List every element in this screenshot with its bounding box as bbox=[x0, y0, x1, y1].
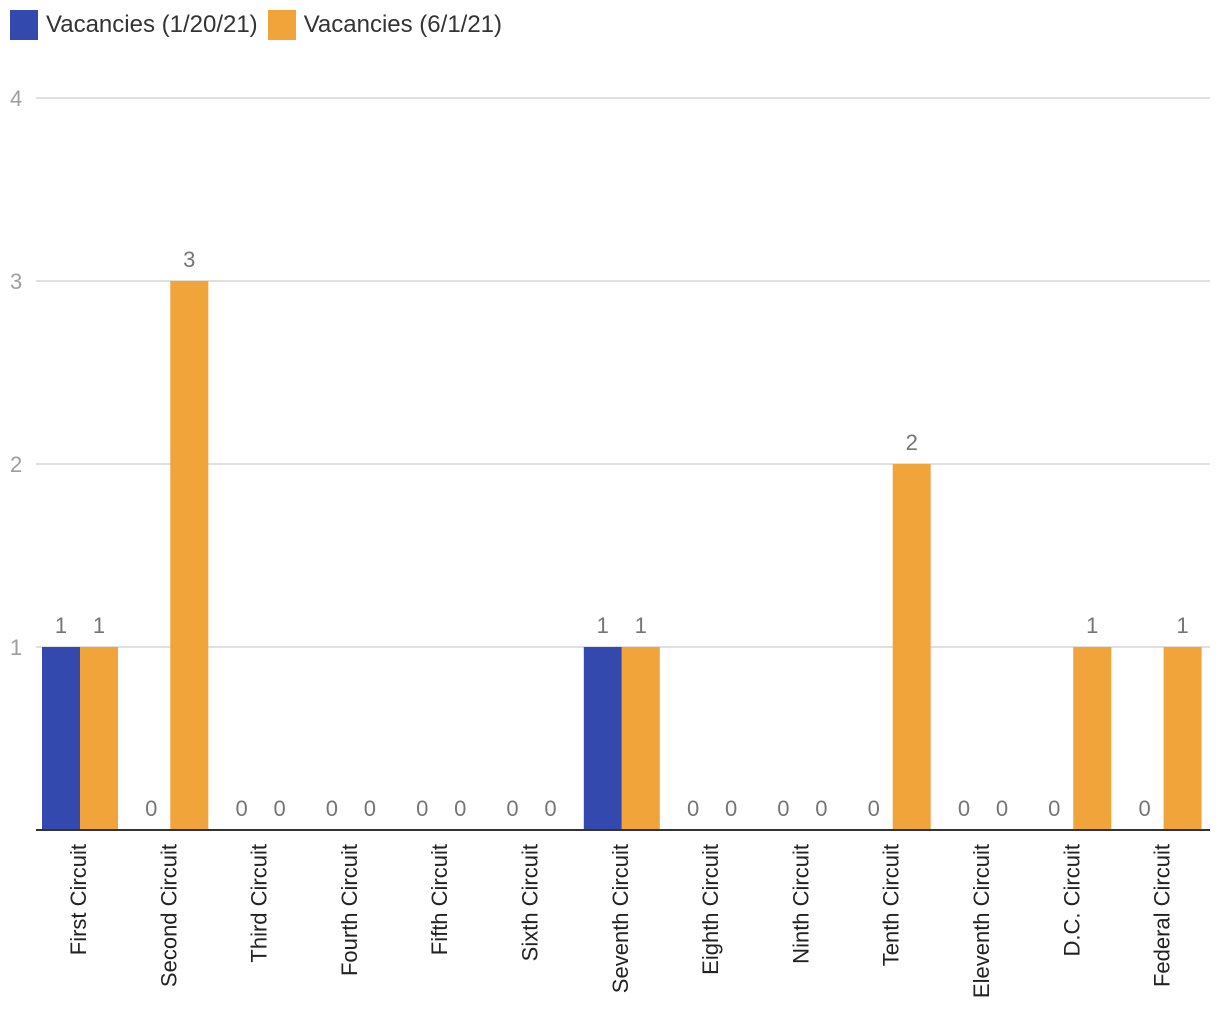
data-label: 0 bbox=[454, 796, 466, 821]
x-category-label: Seventh Circuit bbox=[608, 844, 633, 993]
data-label: 0 bbox=[815, 796, 827, 821]
legend-label-jun: Vacancies (6/1/21) bbox=[303, 11, 503, 38]
bar bbox=[892, 464, 931, 830]
data-label: 0 bbox=[1048, 796, 1060, 821]
data-label: 0 bbox=[725, 796, 737, 821]
data-labels: 1 1 0 3 0 0 0 0 0 0 0 0 1 1 0 0 0 0 0 2 0 0 0 1 0 1 bbox=[55, 247, 1189, 821]
data-label: 1 bbox=[597, 613, 609, 638]
x-axis-categories: First Circuit Second Circuit Third Circuit… bbox=[66, 844, 1175, 998]
data-label: 0 bbox=[868, 796, 880, 821]
data-label: 0 bbox=[544, 796, 556, 821]
bar bbox=[170, 281, 209, 830]
bar bbox=[621, 647, 660, 830]
y-tick-label: 2 bbox=[10, 452, 22, 477]
legend-item-jan[interactable]: Vacancies (1/20/21) bbox=[10, 10, 258, 40]
y-axis-ticks: 1 2 3 4 bbox=[10, 86, 22, 660]
gridlines bbox=[36, 97, 1210, 648]
data-label: 0 bbox=[506, 796, 518, 821]
bar bbox=[583, 647, 622, 830]
x-category-label: Sixth Circuit bbox=[518, 844, 543, 961]
bar bbox=[42, 647, 80, 830]
data-label: 1 bbox=[93, 613, 105, 638]
bar bbox=[1073, 647, 1112, 830]
legend-label-jan: Vacancies (1/20/21) bbox=[46, 11, 258, 38]
data-label: 0 bbox=[687, 796, 699, 821]
data-label: 1 bbox=[1176, 613, 1188, 638]
data-label: 0 bbox=[777, 796, 789, 821]
x-category-label: Eleventh Circuit bbox=[969, 844, 994, 998]
y-tick-label: 4 bbox=[10, 86, 22, 111]
x-category-label: Third Circuit bbox=[247, 844, 272, 963]
x-category-label: First Circuit bbox=[66, 844, 91, 955]
data-label: 1 bbox=[55, 613, 67, 638]
x-category-label: Ninth Circuit bbox=[788, 844, 813, 964]
data-label: 0 bbox=[273, 796, 285, 821]
x-category-label: Eighth Circuit bbox=[698, 844, 723, 975]
data-label: 0 bbox=[416, 796, 428, 821]
data-label: 0 bbox=[996, 796, 1008, 821]
data-label: 1 bbox=[635, 613, 647, 638]
data-label: 0 bbox=[235, 796, 247, 821]
data-label: 0 bbox=[958, 796, 970, 821]
y-tick-label: 3 bbox=[10, 269, 22, 294]
x-category-label: Tenth Circuit bbox=[879, 844, 904, 966]
bar bbox=[1163, 647, 1202, 830]
y-tick-label: 1 bbox=[10, 635, 22, 660]
data-label: 0 bbox=[326, 796, 338, 821]
legend-swatch-jan bbox=[10, 10, 38, 40]
data-label: 0 bbox=[364, 796, 376, 821]
x-category-label: Fourth Circuit bbox=[337, 844, 362, 976]
data-label: 0 bbox=[145, 796, 157, 821]
x-category-label: Fifth Circuit bbox=[427, 844, 452, 955]
x-category-label: Federal Circuit bbox=[1150, 844, 1175, 987]
data-label: 1 bbox=[1086, 613, 1098, 638]
data-label: 2 bbox=[906, 430, 918, 455]
data-label: 0 bbox=[1138, 796, 1150, 821]
x-category-label: Second Circuit bbox=[156, 844, 181, 987]
legend-item-jun[interactable]: Vacancies (6/1/21) bbox=[267, 10, 503, 40]
bar bbox=[80, 647, 118, 830]
data-label: 3 bbox=[183, 247, 195, 272]
legend: Vacancies (1/20/21) Vacancies (6/1/21) bbox=[10, 10, 502, 40]
legend-swatch-jun bbox=[267, 10, 296, 40]
x-category-label: D.C. Circuit bbox=[1059, 844, 1084, 956]
bars bbox=[42, 281, 1202, 830]
